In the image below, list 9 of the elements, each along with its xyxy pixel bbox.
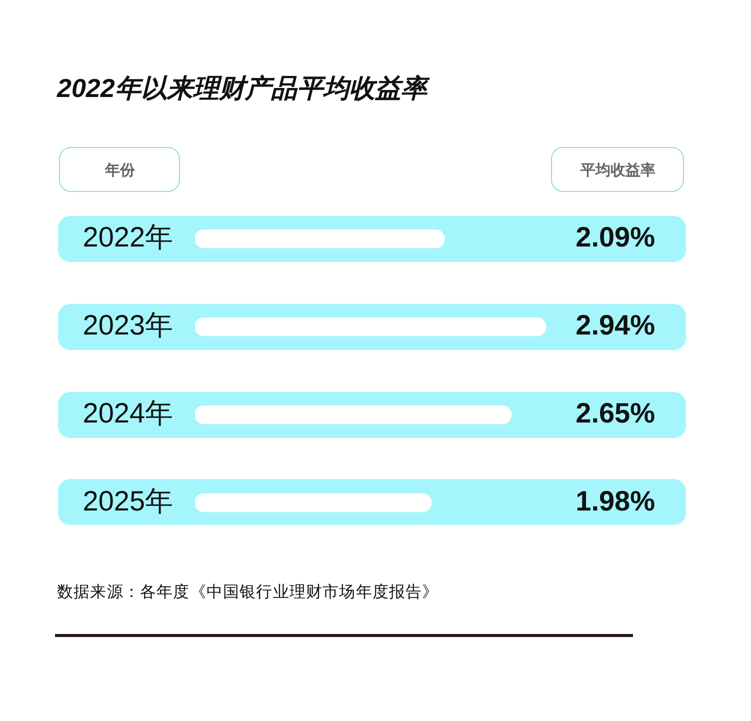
y-tick-label: 2024年 (82, 398, 173, 429)
data-label: 2.94% (576, 310, 656, 341)
data-label: 2.09% (576, 222, 656, 253)
data-label: 2.65% (576, 398, 656, 429)
y-tick-label: 2023年 (82, 310, 173, 341)
y-tick-label: 2022年 (82, 222, 173, 253)
y-tick-label: 2025年 (82, 486, 173, 517)
data-label: 1.98% (576, 486, 656, 517)
source-note: 数据来源：各年度《中国银行业理财市场年度报告》 (57, 582, 439, 603)
